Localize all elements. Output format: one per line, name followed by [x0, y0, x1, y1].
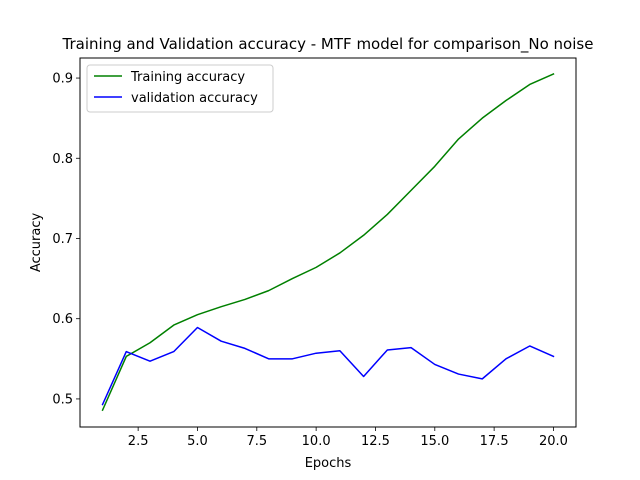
x-tick-label: 2.5: [128, 434, 149, 449]
x-tick-label: 15.0: [420, 434, 449, 449]
legend-label-validation: validation accuracy: [131, 91, 258, 106]
x-tick-label: 7.5: [246, 434, 267, 449]
chart-title: Training and Validation accuracy - MTF m…: [62, 35, 594, 54]
legend: Training accuracy validation accuracy: [86, 64, 274, 113]
y-tick-label: 0.8: [52, 152, 73, 167]
x-axis-label: Epochs: [305, 456, 352, 471]
series-line-validation: [101, 326, 555, 406]
series-line-training: [101, 73, 555, 412]
x-axis: 2.5 5.0 7.5 10.0 12.5 15.0 17.5 20.0: [128, 427, 568, 449]
y-axis: 0.5 0.6 0.7 0.8 0.9: [52, 72, 80, 407]
x-tick-label: 5.0: [187, 434, 208, 449]
plot-frame: [79, 57, 577, 428]
legend-label-training: Training accuracy: [130, 70, 245, 85]
x-tick-label: 10.0: [302, 434, 331, 449]
x-tick-label: 12.5: [361, 434, 390, 449]
y-tick-label: 0.7: [52, 232, 73, 247]
y-tick-label: 0.9: [52, 72, 73, 87]
y-tick-label: 0.6: [52, 312, 73, 327]
x-tick-label: 20.0: [539, 434, 568, 449]
legend-box: [86, 64, 274, 113]
x-tick-label: 17.5: [480, 434, 509, 449]
y-axis-label: Accuracy: [29, 213, 44, 273]
plot-area: [101, 73, 555, 412]
y-tick-label: 0.5: [52, 392, 73, 407]
